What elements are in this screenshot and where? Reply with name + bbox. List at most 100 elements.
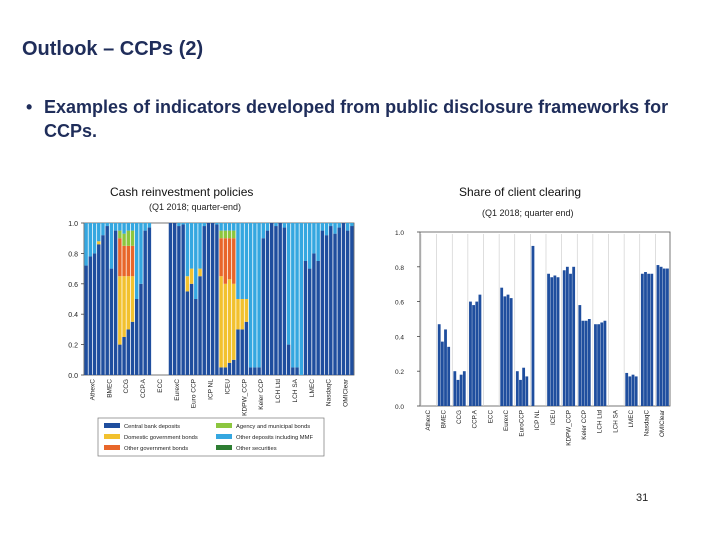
bar-segment [303, 223, 308, 261]
bar [556, 277, 560, 406]
bar-segment [139, 283, 143, 375]
bar-segment [130, 276, 135, 322]
bar-segment [206, 223, 211, 375]
bar-segment [295, 223, 299, 368]
bar-segment [291, 223, 295, 368]
bar [640, 273, 644, 406]
bar-segment [320, 223, 325, 231]
bar-segment [265, 230, 270, 375]
bar-segment [282, 223, 287, 228]
legend-label: Central bank deposits [124, 424, 180, 430]
x-tick-label: LCH SA [292, 378, 299, 402]
y-tick-label: 0.8 [68, 251, 78, 258]
x-tick-label: ICEU [550, 410, 557, 425]
chart2-title: Share of client clearing [459, 185, 582, 199]
legend-swatch [216, 445, 232, 450]
bar-segment [345, 223, 350, 231]
bar [531, 245, 535, 406]
bar-segment [253, 367, 257, 375]
bar-segment [227, 279, 232, 363]
x-tick-label: CCG [123, 379, 130, 393]
bar-segment [223, 223, 228, 231]
bar-segment [312, 253, 316, 375]
x-tick-label: CCG [456, 410, 463, 424]
bar-segment [198, 223, 202, 269]
bar [584, 320, 588, 406]
bar-segment [97, 244, 101, 375]
bar-segment [84, 265, 88, 375]
bar-segment [84, 223, 88, 266]
bar-segment [227, 362, 232, 375]
bar-segment [219, 276, 223, 368]
bullet-text: Examples of indicators developed from pu… [44, 97, 669, 141]
bar-segment [236, 299, 240, 330]
bar-segment [236, 329, 240, 375]
bar-segment [88, 223, 93, 257]
bar-segment [181, 223, 185, 225]
bar [647, 273, 651, 406]
bar-segment [257, 223, 261, 368]
bar-segment [177, 223, 181, 227]
bar-segment [147, 223, 152, 228]
bar-segment [232, 230, 236, 239]
x-tick-label: ECC [487, 410, 494, 424]
legend-swatch [104, 434, 120, 439]
bar-segment [130, 230, 135, 246]
bar-segment [92, 223, 97, 254]
bar [462, 371, 466, 406]
chart1-subtitle: (Q1 2018; quarter-end) [149, 202, 242, 212]
x-tick-label: NasdaqC [326, 379, 333, 406]
x-tick-label: ECC [157, 379, 164, 393]
bar-segment [101, 235, 105, 375]
x-tick-label: Keler CCP [258, 379, 265, 410]
x-tick-label: AthexC [425, 410, 432, 431]
bar-segment [223, 367, 228, 375]
bar [553, 275, 557, 406]
bar-segment [113, 230, 118, 375]
bar-segment [88, 256, 93, 375]
bar-segment [143, 230, 147, 375]
x-tick-label: EuroCCP [519, 410, 526, 437]
bar-segment [240, 223, 244, 299]
bar [506, 294, 510, 406]
bar-segment [92, 253, 97, 375]
bar-segment [244, 299, 249, 322]
bar-segment [291, 367, 295, 375]
bar-segment [261, 238, 266, 375]
bar-segment [109, 223, 114, 269]
x-tick-label: LCH Ltd [597, 410, 604, 434]
bar [650, 273, 654, 406]
bar [625, 372, 629, 406]
bar-segment [333, 233, 337, 375]
legend-label: Other government bonds [124, 446, 188, 452]
x-tick-label: OMIClear [659, 410, 666, 437]
bar [581, 320, 585, 406]
bar [631, 374, 635, 406]
bar-segment [274, 226, 278, 375]
x-tick-label: BMEC [106, 379, 113, 398]
bar-segment [126, 276, 131, 330]
bar-segment [118, 238, 122, 277]
x-tick-label: KDPW_CCP [241, 379, 248, 416]
slide-title: Outlook – CCPs (2) [22, 38, 204, 60]
x-tick-label: KDPW_CCP [565, 410, 572, 446]
bar-segment [130, 245, 135, 277]
bar-segment [172, 223, 177, 375]
bar-segment [194, 223, 198, 299]
x-tick-label: OMIClear [343, 378, 350, 407]
bar-segment [278, 223, 282, 375]
bar [600, 322, 604, 406]
bar-segment [189, 223, 194, 269]
legend-label: Agency and municipal bonds [236, 424, 310, 430]
x-tick-label: Keler CCP [581, 410, 588, 440]
chart1-title: Cash reinvestment policies [110, 185, 254, 199]
bar-segment [147, 227, 152, 375]
bar-segment [337, 223, 341, 228]
bar [509, 298, 513, 406]
bar-segment [113, 223, 118, 231]
bar-segment [261, 223, 266, 239]
bar-segment [350, 226, 354, 375]
bar-segment [307, 223, 312, 269]
bar-segment [122, 337, 126, 375]
bar-segment [265, 223, 270, 231]
